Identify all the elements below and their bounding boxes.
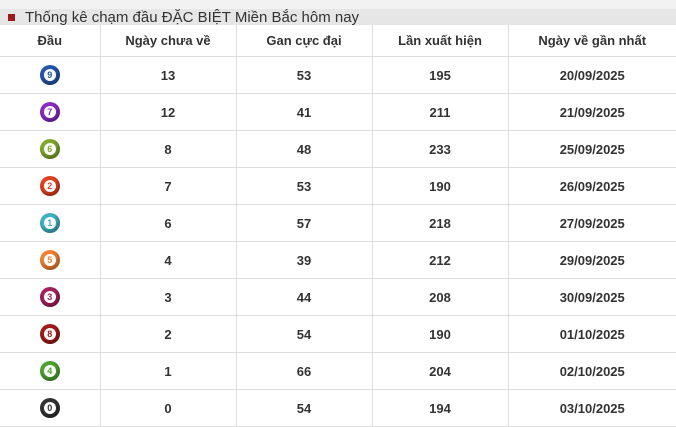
- ball-number: 4: [43, 365, 56, 377]
- number-ball-icon: 6: [39, 139, 60, 159]
- cell-gan-cuc-dai: 48: [235, 130, 372, 168]
- cell-dau: 8: [0, 315, 100, 353]
- section-title-bar: Thống kê chạm đầu ĐẶC BIỆT Miền Bắc hôm …: [0, 8, 676, 26]
- number-ball-icon: 2: [39, 176, 60, 196]
- ball-number: 7: [43, 106, 56, 118]
- cell-lan-xuat-hien: 195: [371, 56, 508, 94]
- ball-number: 9: [43, 69, 56, 81]
- cell-gan-cuc-dai: 54: [235, 389, 372, 427]
- number-ball-icon: 5: [39, 250, 60, 270]
- cell-ngay-chua-ve: 0: [99, 389, 236, 427]
- table-row: 5 4 39 212 29/09/2025: [0, 241, 676, 279]
- cell-gan-cuc-dai: 39: [235, 241, 372, 279]
- cell-dau: 2: [0, 167, 100, 205]
- number-ball-icon: 3: [39, 287, 60, 307]
- cell-dau: 6: [0, 130, 100, 168]
- cell-ngay-ve-gan-nhat: 02/10/2025: [507, 352, 676, 390]
- cell-ngay-ve-gan-nhat: 25/09/2025: [507, 130, 676, 168]
- top-strip: [0, 0, 676, 9]
- header-lan-xuat-hien: Lần xuất hiện: [371, 25, 508, 57]
- cell-lan-xuat-hien: 194: [371, 389, 508, 427]
- cell-lan-xuat-hien: 204: [371, 352, 508, 390]
- cell-lan-xuat-hien: 190: [371, 167, 508, 205]
- number-ball-icon: 8: [39, 324, 60, 344]
- cell-ngay-ve-gan-nhat: 26/09/2025: [507, 167, 676, 205]
- table-row: 6 8 48 233 25/09/2025: [0, 130, 676, 168]
- cell-ngay-ve-gan-nhat: 20/09/2025: [507, 56, 676, 94]
- cell-ngay-ve-gan-nhat: 21/09/2025: [507, 93, 676, 131]
- cell-dau: 4: [0, 352, 100, 390]
- table-header-row: Đầu Ngày chưa về Gan cực đại Lần xuất hi…: [0, 25, 676, 57]
- cell-gan-cuc-dai: 66: [235, 352, 372, 390]
- cell-ngay-chua-ve: 13: [99, 56, 236, 94]
- stats-table: Đầu Ngày chưa về Gan cực đại Lần xuất hi…: [0, 25, 676, 427]
- cell-ngay-chua-ve: 7: [99, 167, 236, 205]
- cell-ngay-chua-ve: 3: [99, 278, 236, 316]
- ball-number: 0: [43, 402, 56, 414]
- number-ball-icon: 0: [39, 398, 60, 418]
- ball-number: 6: [43, 143, 56, 155]
- header-ngay-ve-gan-nhat: Ngày về gần nhất: [507, 25, 676, 57]
- table-row: 9 13 53 195 20/09/2025: [0, 56, 676, 94]
- header-gan-cuc-dai: Gan cực đại: [235, 25, 372, 57]
- cell-ngay-ve-gan-nhat: 29/09/2025: [507, 241, 676, 279]
- table-row: 1 6 57 218 27/09/2025: [0, 204, 676, 242]
- number-ball-icon: 1: [39, 213, 60, 233]
- cell-gan-cuc-dai: 41: [235, 93, 372, 131]
- cell-dau: 9: [0, 56, 100, 94]
- cell-ngay-ve-gan-nhat: 03/10/2025: [507, 389, 676, 427]
- cell-lan-xuat-hien: 218: [371, 204, 508, 242]
- cell-lan-xuat-hien: 208: [371, 278, 508, 316]
- cell-dau: 1: [0, 204, 100, 242]
- number-ball-icon: 7: [39, 102, 60, 122]
- cell-lan-xuat-hien: 190: [371, 315, 508, 353]
- table-row: 0 0 54 194 03/10/2025: [0, 389, 676, 427]
- ball-number: 3: [43, 291, 56, 303]
- ball-number: 1: [43, 217, 56, 229]
- table-row: 8 2 54 190 01/10/2025: [0, 315, 676, 353]
- cell-ngay-chua-ve: 4: [99, 241, 236, 279]
- ball-number: 8: [43, 328, 56, 340]
- header-ngay-chua-ve: Ngày chưa về: [99, 25, 236, 57]
- cell-dau: 5: [0, 241, 100, 279]
- cell-ngay-chua-ve: 12: [99, 93, 236, 131]
- bullet-square-icon: [8, 13, 15, 21]
- cell-ngay-ve-gan-nhat: 01/10/2025: [507, 315, 676, 353]
- cell-ngay-ve-gan-nhat: 27/09/2025: [507, 204, 676, 242]
- table-row: 4 1 66 204 02/10/2025: [0, 352, 676, 390]
- cell-ngay-ve-gan-nhat: 30/09/2025: [507, 278, 676, 316]
- cell-ngay-chua-ve: 6: [99, 204, 236, 242]
- cell-lan-xuat-hien: 233: [371, 130, 508, 168]
- cell-gan-cuc-dai: 53: [235, 56, 372, 94]
- header-dau: Đầu: [0, 25, 100, 57]
- cell-dau: 7: [0, 93, 100, 131]
- cell-ngay-chua-ve: 8: [99, 130, 236, 168]
- ball-number: 2: [43, 180, 56, 192]
- table-row: 7 12 41 211 21/09/2025: [0, 93, 676, 131]
- table-row: 3 3 44 208 30/09/2025: [0, 278, 676, 316]
- section-title: Thống kê chạm đầu ĐẶC BIỆT Miền Bắc hôm …: [25, 8, 360, 26]
- cell-dau: 3: [0, 278, 100, 316]
- number-ball-icon: 9: [39, 65, 60, 85]
- cell-lan-xuat-hien: 212: [371, 241, 508, 279]
- cell-dau: 0: [0, 389, 100, 427]
- cell-ngay-chua-ve: 1: [99, 352, 236, 390]
- cell-gan-cuc-dai: 57: [235, 204, 372, 242]
- number-ball-icon: 4: [39, 361, 60, 381]
- cell-gan-cuc-dai: 54: [235, 315, 372, 353]
- cell-lan-xuat-hien: 211: [371, 93, 508, 131]
- cell-gan-cuc-dai: 53: [235, 167, 372, 205]
- ball-number: 5: [43, 254, 56, 266]
- cell-gan-cuc-dai: 44: [235, 278, 372, 316]
- cell-ngay-chua-ve: 2: [99, 315, 236, 353]
- table-row: 2 7 53 190 26/09/2025: [0, 167, 676, 205]
